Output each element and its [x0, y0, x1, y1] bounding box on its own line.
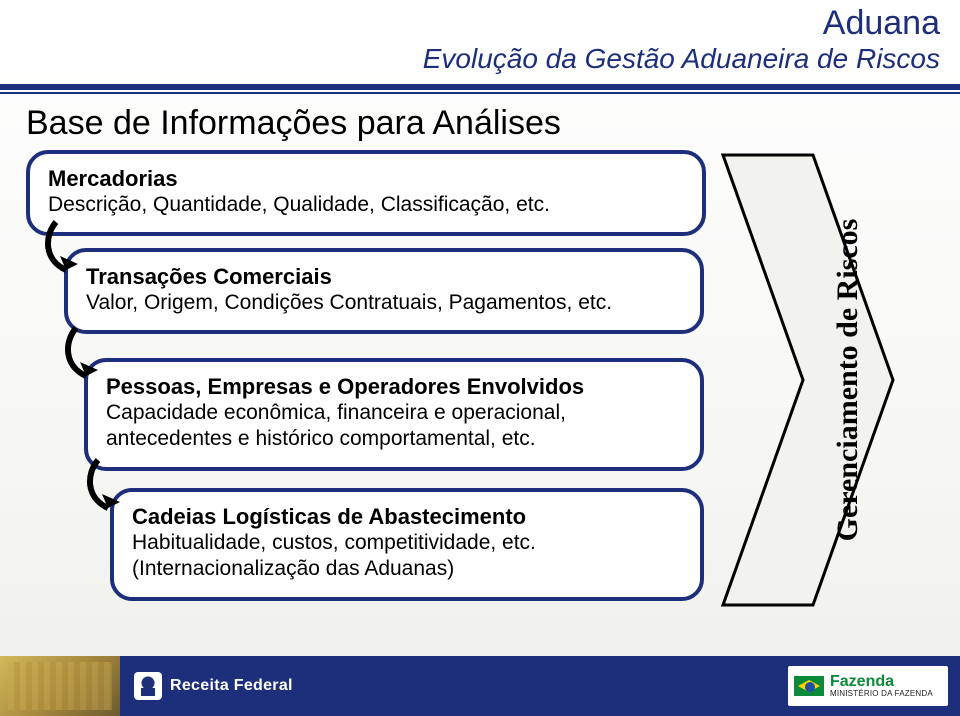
brazil-flag-icon [794, 676, 824, 696]
card-desc: Habitualidade, custos, competitividade, … [132, 530, 682, 583]
connector-arrow-icon [36, 216, 106, 286]
card-title: Cadeias Logísticas de Abastecimento [132, 504, 682, 530]
card-mercadorias: Mercadorias Descrição, Quantidade, Quali… [26, 150, 706, 236]
header-line2: Evolução da Gestão Aduaneira de Riscos [423, 43, 940, 75]
card-desc: Descrição, Quantidade, Qualidade, Classi… [48, 192, 684, 218]
ministry-text: Fazenda MINISTÉRIO DA FAZENDA [830, 674, 933, 698]
card-pessoas: Pessoas, Empresas e Operadores Envolvido… [84, 358, 704, 471]
slide: Aduana Evolução da Gestão Aduaneira de R… [0, 0, 960, 716]
connector-arrow-icon [56, 322, 126, 392]
receita-federal-icon [134, 672, 162, 700]
header-rule-thick [0, 84, 960, 90]
slide-header: Aduana Evolução da Gestão Aduaneira de R… [423, 4, 940, 75]
ministry-subtitle: MINISTÉRIO DA FAZENDA [830, 690, 933, 698]
card-desc: Capacidade econômica, financeira e opera… [106, 400, 682, 453]
card-cadeias: Cadeias Logísticas de Abastecimento Habi… [110, 488, 704, 601]
ministry-name: Fazenda [830, 674, 933, 690]
section-title: Base de Informações para Análises [26, 104, 561, 143]
ministry-badge: Fazenda MINISTÉRIO DA FAZENDA [788, 666, 948, 706]
card-title: Transações Comerciais [86, 264, 682, 290]
agency-name: Receita Federal [170, 677, 293, 695]
header-rule-thin [0, 92, 960, 94]
arrow-label: Gerenciamento de Riscos [831, 219, 865, 542]
connector-arrow-icon [78, 454, 148, 524]
header-line1: Aduana [423, 4, 940, 43]
card-desc: Valor, Origem, Condições Contratuais, Pa… [86, 290, 682, 316]
footer-photo [0, 656, 120, 716]
big-arrow [718, 150, 898, 610]
card-title: Pessoas, Empresas e Operadores Envolvido… [106, 374, 682, 400]
footer-bar: Receita Federal Fazenda MINISTÉRIO DA FA… [0, 656, 960, 716]
agency-badge: Receita Federal [134, 672, 293, 700]
card-title: Mercadorias [48, 166, 684, 192]
card-transacoes: Transações Comerciais Valor, Origem, Con… [64, 248, 704, 334]
